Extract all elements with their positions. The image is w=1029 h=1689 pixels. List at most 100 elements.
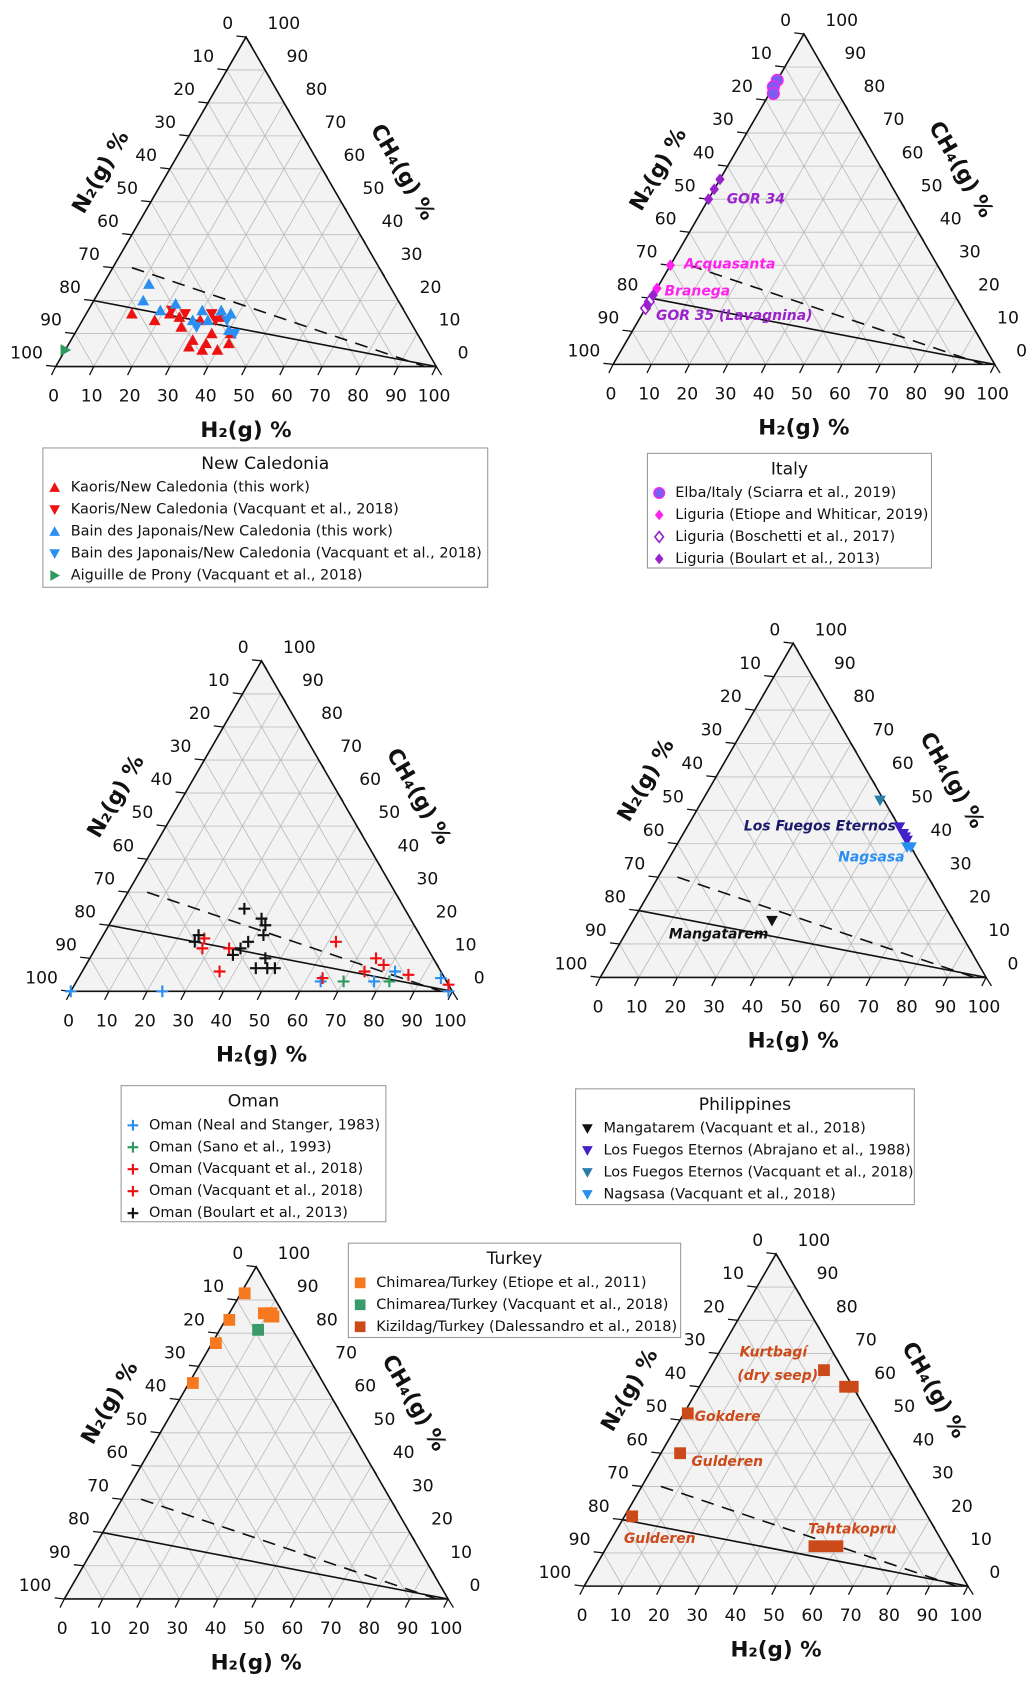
right-tick-label: 80	[836, 1297, 858, 1317]
bottom-tick-label: 60	[829, 384, 851, 404]
grid-line	[879, 265, 938, 365]
data-point	[209, 1337, 222, 1350]
tick-mark	[212, 1598, 219, 1608]
legend-label: Elba/Italy (Sciarra et al., 2019)	[675, 485, 896, 501]
left-tick-label: 0	[232, 1244, 243, 1264]
reference-line	[660, 1485, 957, 1587]
data-point	[901, 842, 913, 853]
data-point	[808, 1540, 821, 1553]
tick-mark	[670, 1418, 681, 1421]
reference-line	[93, 299, 437, 368]
left-tick-label: 40	[145, 1377, 167, 1397]
legend-label: Chimarea/Turkey (Vacquant et al., 2018)	[376, 1297, 668, 1313]
grid-line	[869, 876, 929, 978]
data-point	[255, 912, 268, 925]
bottom-tick-label: 0	[57, 1619, 68, 1639]
grid-line	[918, 298, 957, 365]
tick-mark	[236, 35, 247, 38]
tick-mark	[73, 1564, 84, 1567]
bottom-tick-label: 70	[325, 1011, 347, 1031]
left-tick-label: 100	[19, 1576, 52, 1596]
right-tick-label: 30	[417, 869, 439, 889]
left-tick-label: 30	[712, 110, 734, 130]
data-point	[196, 344, 209, 355]
tick-mark	[198, 101, 209, 104]
data-point	[223, 1313, 236, 1326]
legend-box	[347, 1242, 682, 1339]
right-tick-label: 90	[834, 654, 856, 674]
tick-mark	[924, 1585, 931, 1595]
tick-mark	[112, 1497, 122, 1500]
data-point	[175, 321, 188, 332]
right-tick-label: 100	[283, 638, 316, 658]
tick-mark	[447, 1598, 454, 1608]
legend-marker	[582, 1168, 593, 1178]
right-tick-label: 20	[431, 1510, 453, 1530]
legend-label: Liguria (Boulart et al., 2013)	[675, 551, 880, 567]
tick-mark	[913, 364, 919, 374]
tick-mark	[175, 791, 186, 794]
grid-line	[74, 333, 95, 367]
data-point	[125, 307, 138, 319]
right-tick-label: 10	[455, 935, 477, 955]
grid-line	[89, 958, 110, 992]
data-point	[703, 193, 714, 206]
grid-line	[669, 265, 728, 365]
tick-mark	[646, 364, 652, 374]
bottom-tick-label: 90	[385, 387, 407, 407]
left-tick-label: 20	[731, 77, 753, 97]
left-tick-label: 100	[10, 344, 43, 364]
data-point	[205, 327, 218, 339]
grid-line	[140, 1465, 219, 1600]
right-tick-label: 0	[1008, 955, 1019, 975]
tick-mark	[150, 1431, 161, 1434]
tick-mark	[706, 775, 717, 778]
grid-line	[831, 843, 910, 978]
right-tick-label: 80	[321, 704, 343, 724]
legend-label: Liguria (Etiope and Whiticar, 2019)	[675, 507, 928, 523]
tick-mark	[732, 1585, 739, 1595]
annotation: Gulderen	[624, 1531, 696, 1547]
legend-marker	[127, 1185, 139, 1197]
tick-mark	[612, 1517, 623, 1521]
tick-mark	[981, 977, 987, 987]
reference-line	[689, 264, 984, 366]
bottom-tick-label: 30	[157, 387, 179, 407]
tick-mark	[227, 1298, 238, 1301]
tick-mark	[118, 890, 129, 893]
bottom-tick-label: 0	[48, 387, 59, 407]
grid-line	[650, 298, 690, 365]
grid-line	[803, 198, 900, 365]
bottom-tick-label: 40	[753, 384, 775, 404]
legend-marker	[50, 570, 61, 581]
bottom-tick-label: 80	[363, 1011, 385, 1031]
data-point	[893, 822, 906, 833]
right-tick-label: 40	[913, 1430, 935, 1450]
legend-box	[575, 1088, 915, 1206]
right-axis-title: CH₄(g) %	[896, 1338, 971, 1443]
reference-line	[108, 924, 453, 993]
bottom-tick-label: 10	[626, 997, 648, 1017]
grid-line	[784, 66, 957, 365]
tick-mark	[794, 32, 804, 35]
left-tick-label: 30	[164, 1344, 186, 1364]
data-point	[874, 795, 886, 807]
left-tick-label: 90	[55, 935, 77, 955]
tick-mark	[131, 1464, 142, 1467]
triangle-outline	[598, 641, 988, 979]
reference-line	[140, 1498, 437, 1600]
tick-mark	[951, 364, 958, 374]
right-tick-label: 0	[1016, 342, 1027, 362]
grid-line	[108, 925, 148, 992]
triangle-outline	[54, 35, 438, 368]
tick-mark	[656, 1585, 662, 1595]
left-tick-label: 100	[555, 955, 588, 975]
left-tick-label: 10	[739, 654, 761, 674]
tick-mark	[689, 1385, 700, 1388]
tick-mark	[608, 364, 614, 374]
left-tick-label: 60	[655, 209, 677, 229]
data-point	[188, 935, 201, 948]
left-tick-label: 10	[192, 47, 214, 67]
data-point	[681, 1407, 694, 1420]
